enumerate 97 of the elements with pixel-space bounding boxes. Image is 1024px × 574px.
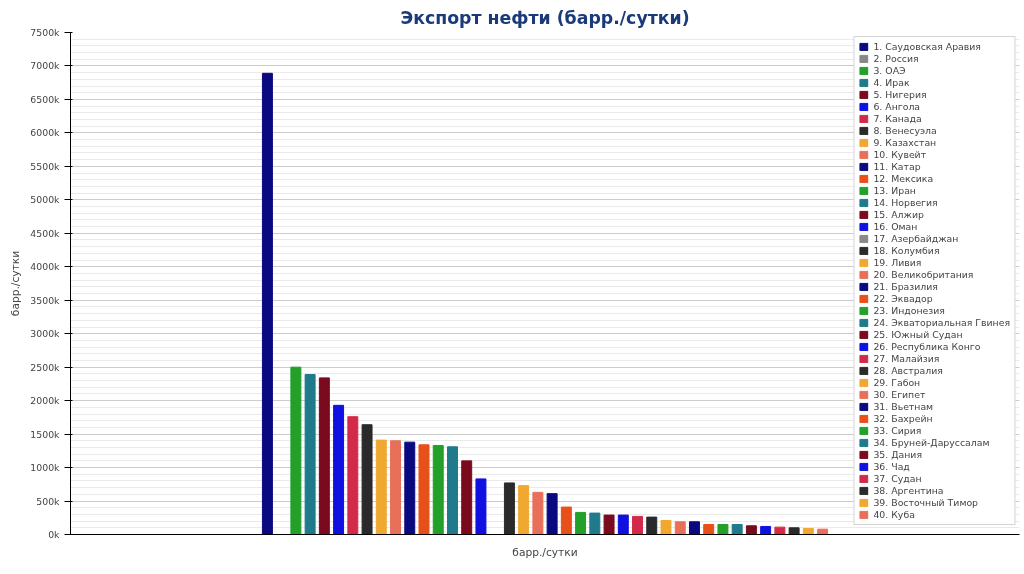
bar xyxy=(446,446,458,535)
y-tick-label: 5000k xyxy=(30,194,61,206)
y-tick-label: 500k xyxy=(36,495,61,507)
bar xyxy=(560,506,572,535)
chart-title: Экспорт нефти (барр./сутки) xyxy=(400,7,690,28)
y-axis-title: барр./сутки xyxy=(9,250,23,317)
y-tick-label: 2000k xyxy=(30,395,61,407)
bar xyxy=(575,511,587,535)
legend-label: 11. Катар xyxy=(873,161,921,172)
legend-label: 13. Иран xyxy=(873,185,916,196)
bar xyxy=(304,374,316,535)
bar xyxy=(418,444,430,535)
y-tick-label: 6000k xyxy=(30,127,61,139)
legend-label: 23. Индонезия xyxy=(873,305,945,316)
legend-label: 7. Канада xyxy=(873,113,922,124)
y-tick-label: 0k xyxy=(48,529,61,540)
bar xyxy=(817,528,829,535)
legend-label: 30. Египет xyxy=(873,389,926,400)
legend-label: 22. Эквадор xyxy=(873,293,933,304)
bar xyxy=(503,482,515,535)
bar xyxy=(745,525,757,535)
y-tick-label: 1500k xyxy=(30,428,61,440)
bar xyxy=(731,523,743,535)
bar xyxy=(432,444,444,535)
legend-label: 26. Республика Конго xyxy=(873,341,981,352)
bar xyxy=(461,460,473,535)
bar xyxy=(261,72,273,535)
bar xyxy=(617,514,629,535)
legend-label: 37. Судан xyxy=(873,473,922,484)
bar xyxy=(589,512,601,535)
legend-label: 9. Казахстан xyxy=(873,137,937,148)
y-tick-label: 3500k xyxy=(30,294,61,306)
bar xyxy=(774,526,786,535)
bar xyxy=(660,519,672,535)
legend-label: 15. Алжир xyxy=(873,209,924,220)
bar xyxy=(532,491,544,535)
bar xyxy=(717,523,729,535)
legend-label: 16. Оман xyxy=(873,221,918,232)
legend-label: 39. Восточный Тимор xyxy=(873,497,979,508)
legend-label: 29. Габон xyxy=(873,377,921,388)
y-tick-label: 4500k xyxy=(30,227,61,239)
legend-label: 17. Азербайджан xyxy=(873,233,959,244)
y-tick-label: 1000k xyxy=(30,462,61,474)
legend-label: 34. Бруней-Даруссалам xyxy=(873,437,990,448)
y-tick-label: 2500k xyxy=(30,361,61,373)
bar xyxy=(390,440,402,535)
bar xyxy=(674,521,686,535)
legend-label: 36. Чад xyxy=(873,461,910,472)
bar xyxy=(333,404,345,535)
legend-label: 12. Мексика xyxy=(873,173,934,184)
legend-label: 28. Австралия xyxy=(873,365,943,376)
y-tick-label: 5500k xyxy=(30,160,61,172)
bar xyxy=(788,527,800,535)
legend-label: 24. Экваториальная Гвинея xyxy=(873,317,1010,328)
legend-label: 25. Южный Судан xyxy=(873,329,963,340)
bar xyxy=(646,516,658,535)
legend-label: 35. Дания xyxy=(873,449,923,460)
legend-label: 18. Колумбия xyxy=(873,245,940,256)
bar xyxy=(760,525,772,535)
legend-label: 4. Ирак xyxy=(873,77,910,88)
legend-label: 38. Аргентина xyxy=(873,485,944,496)
bar xyxy=(703,523,715,535)
bar xyxy=(802,527,814,535)
legend-label: 10. Кувейт xyxy=(873,149,927,160)
bar xyxy=(475,478,487,535)
legend-label: 27. Малайзия xyxy=(873,353,940,364)
legend-label: 5. Нигерия xyxy=(873,89,927,100)
bar xyxy=(375,439,387,535)
legend-label: 33. Сирия xyxy=(873,425,922,436)
legend-label: 3. ОАЭ xyxy=(873,65,906,76)
y-tick-label: 4000k xyxy=(30,261,61,273)
legend-label: 14. Норвегия xyxy=(873,197,938,208)
bar xyxy=(603,514,615,535)
bar xyxy=(318,377,330,535)
legend-label: 40. Куба xyxy=(873,509,915,520)
legend-label: 20. Великобритания xyxy=(873,269,974,280)
bar xyxy=(347,416,359,535)
bar xyxy=(404,441,416,535)
x-axis-title: барр./сутки xyxy=(512,545,578,559)
legend-label: 1. Саудовская Аравия xyxy=(873,41,981,52)
bar xyxy=(290,366,302,535)
legend-label: 21. Бразилия xyxy=(873,281,938,292)
y-tick-label: 6500k xyxy=(30,93,61,105)
legend-label: 32. Бахрейн xyxy=(873,413,933,424)
bar xyxy=(361,424,373,535)
y-tick-label: 3000k xyxy=(30,328,61,340)
y-tick-label: 7500k xyxy=(30,27,61,38)
legend-label: 31. Вьетнам xyxy=(873,401,934,412)
bar xyxy=(518,485,530,535)
bar xyxy=(632,515,644,535)
legend-label: 6. Ангола xyxy=(873,101,921,112)
bar xyxy=(688,521,700,535)
y-tick-label: 7000k xyxy=(30,60,61,72)
legend-label: 8. Венесуэла xyxy=(873,125,937,136)
bar xyxy=(546,493,558,535)
legend-label: 19. Ливия xyxy=(873,257,922,268)
legend-label: 2. Россия xyxy=(873,53,919,64)
